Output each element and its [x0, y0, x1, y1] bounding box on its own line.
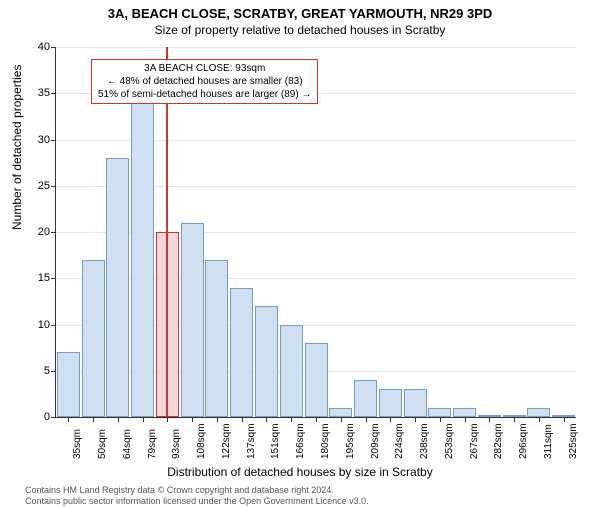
- bar: [280, 325, 303, 418]
- xtick-mark: [93, 417, 94, 422]
- bar: [404, 389, 427, 417]
- ytick-mark: [51, 325, 56, 326]
- ytick-label: 20: [25, 226, 50, 238]
- bar: [205, 260, 228, 417]
- xtick-label: 93sqm: [171, 429, 182, 459]
- xtick-mark: [242, 417, 243, 422]
- xtick-label: 267sqm: [469, 423, 480, 459]
- y-axis-label: Number of detached properties: [10, 65, 24, 230]
- annotation-box: 3A BEACH CLOSE: 93sqm← 48% of detached h…: [91, 59, 318, 104]
- xtick-label: 209sqm: [370, 423, 381, 459]
- xtick-label: 166sqm: [295, 423, 306, 459]
- xtick-label: 282sqm: [493, 423, 504, 459]
- xtick-mark: [217, 417, 218, 422]
- xtick-label: 296sqm: [518, 423, 529, 459]
- chart-area: 051015202530354035sqm50sqm64sqm79sqm93sq…: [55, 47, 575, 417]
- footer-attribution: Contains HM Land Registry data © Crown c…: [25, 485, 600, 507]
- xtick-mark: [366, 417, 367, 422]
- bar: [428, 408, 451, 417]
- bar: [305, 343, 328, 417]
- xtick-label: 79sqm: [147, 429, 158, 459]
- xtick-mark: [341, 417, 342, 422]
- bar: [82, 260, 105, 417]
- bar: [230, 288, 253, 418]
- ytick-label: 30: [25, 134, 50, 146]
- xtick-label: 253sqm: [444, 423, 455, 459]
- xtick-label: 238sqm: [419, 423, 430, 459]
- ytick-mark: [51, 93, 56, 94]
- xtick-mark: [266, 417, 267, 422]
- xtick-mark: [489, 417, 490, 422]
- xtick-label: 35sqm: [72, 429, 83, 459]
- chart-title-sub: Size of property relative to detached ho…: [0, 23, 600, 37]
- bar: [527, 408, 550, 417]
- xtick-mark: [440, 417, 441, 422]
- ytick-mark: [51, 278, 56, 279]
- xtick-label: 50sqm: [97, 429, 108, 459]
- bar: [329, 408, 352, 417]
- xtick-label: 122sqm: [221, 423, 232, 459]
- bar: [181, 223, 204, 417]
- annotation-line-1: 3A BEACH CLOSE: 93sqm: [98, 62, 311, 75]
- ytick-label: 40: [25, 41, 50, 53]
- ytick-label: 10: [25, 319, 50, 331]
- xtick-mark: [167, 417, 168, 422]
- bar: [131, 93, 154, 417]
- ytick-mark: [51, 232, 56, 233]
- xtick-mark: [564, 417, 565, 422]
- ytick-label: 15: [25, 272, 50, 284]
- ytick-label: 5: [25, 365, 50, 377]
- footer-line-2: Contains public sector information licen…: [25, 496, 600, 507]
- x-axis-label: Distribution of detached houses by size …: [0, 465, 600, 479]
- xtick-mark: [415, 417, 416, 422]
- annotation-line-2: ← 48% of detached houses are smaller (83…: [98, 75, 311, 88]
- ytick-mark: [51, 47, 56, 48]
- ytick-label: 25: [25, 180, 50, 192]
- bar: [379, 389, 402, 417]
- ytick-mark: [51, 186, 56, 187]
- gridline: [56, 47, 576, 48]
- bar: [106, 158, 129, 417]
- xtick-label: 311sqm: [543, 424, 554, 459]
- xtick-label: 325sqm: [568, 423, 579, 459]
- bar: [255, 306, 278, 417]
- ytick-mark: [51, 371, 56, 372]
- bar: [57, 352, 80, 417]
- annotation-line-3: 51% of semi-detached houses are larger (…: [98, 88, 311, 101]
- xtick-mark: [539, 417, 540, 422]
- footer-line-1: Contains HM Land Registry data © Crown c…: [25, 485, 600, 496]
- xtick-label: 151sqm: [270, 423, 281, 459]
- chart-title-main: 3A, BEACH CLOSE, SCRATBY, GREAT YARMOUTH…: [0, 6, 600, 21]
- ytick-mark: [51, 417, 56, 418]
- xtick-mark: [514, 417, 515, 422]
- xtick-label: 137sqm: [246, 423, 257, 459]
- xtick-mark: [118, 417, 119, 422]
- xtick-mark: [143, 417, 144, 422]
- ytick-label: 0: [25, 411, 50, 423]
- ytick-mark: [51, 140, 56, 141]
- xtick-label: 224sqm: [394, 423, 405, 459]
- xtick-label: 195sqm: [345, 423, 356, 459]
- xtick-mark: [465, 417, 466, 422]
- plot-area: 051015202530354035sqm50sqm64sqm79sqm93sq…: [55, 47, 576, 418]
- xtick-mark: [68, 417, 69, 422]
- xtick-label: 180sqm: [320, 423, 331, 459]
- bar: [453, 408, 476, 417]
- xtick-mark: [291, 417, 292, 422]
- xtick-label: 64sqm: [122, 429, 133, 459]
- xtick-mark: [192, 417, 193, 422]
- bar: [354, 380, 377, 417]
- ytick-label: 35: [25, 87, 50, 99]
- xtick-mark: [316, 417, 317, 422]
- xtick-mark: [390, 417, 391, 422]
- xtick-label: 108sqm: [196, 423, 207, 459]
